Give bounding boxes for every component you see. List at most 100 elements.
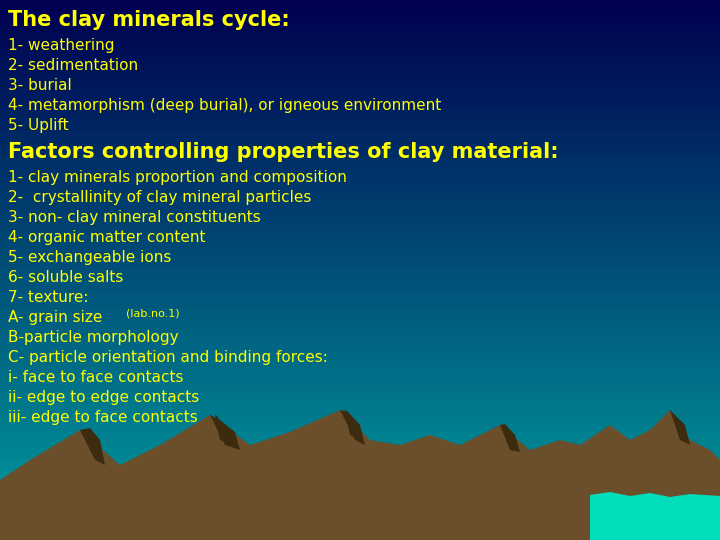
Bar	[0, 194, 720, 200]
Polygon shape	[210, 415, 240, 450]
Text: iii- edge to face contacts: iii- edge to face contacts	[8, 410, 198, 425]
Bar	[0, 319, 720, 324]
Bar	[0, 173, 720, 178]
Bar	[0, 437, 720, 443]
Bar	[0, 340, 720, 346]
Text: 4- organic matter content: 4- organic matter content	[8, 230, 205, 245]
Bar	[0, 86, 720, 92]
Bar	[0, 275, 720, 281]
Polygon shape	[0, 480, 590, 540]
Bar	[0, 324, 720, 329]
Bar	[0, 167, 720, 173]
Text: The clay minerals cycle:: The clay minerals cycle:	[8, 10, 289, 30]
Bar	[0, 448, 720, 454]
Bar	[0, 38, 720, 43]
Bar	[0, 405, 720, 410]
Bar	[0, 491, 720, 497]
Bar	[0, 259, 720, 265]
Bar	[0, 113, 720, 119]
Bar	[0, 351, 720, 356]
Polygon shape	[340, 410, 365, 445]
Bar	[0, 205, 720, 211]
Polygon shape	[345, 410, 354, 437]
Bar	[0, 513, 720, 518]
Polygon shape	[0, 410, 720, 540]
Bar	[0, 443, 720, 448]
Bar	[0, 178, 720, 184]
Text: 5- exchangeable ions: 5- exchangeable ions	[8, 250, 171, 265]
Text: 3- burial: 3- burial	[8, 78, 72, 93]
Text: Factors controlling properties of clay material:: Factors controlling properties of clay m…	[8, 142, 559, 162]
Bar	[0, 373, 720, 378]
Bar	[0, 124, 720, 130]
Text: B-particle morphology: B-particle morphology	[8, 330, 179, 345]
Bar	[0, 59, 720, 65]
Bar	[0, 302, 720, 308]
Bar	[0, 32, 720, 38]
Text: A- grain size: A- grain size	[8, 310, 107, 325]
Bar	[0, 135, 720, 140]
Bar	[0, 286, 720, 292]
Bar	[0, 151, 720, 157]
Bar	[0, 524, 720, 529]
Bar	[0, 248, 720, 254]
Bar	[0, 243, 720, 248]
Bar	[0, 221, 720, 227]
Bar	[0, 5, 720, 11]
Bar	[0, 481, 720, 486]
Bar	[0, 335, 720, 340]
Bar	[0, 211, 720, 216]
Bar	[0, 130, 720, 135]
Text: ii- edge to edge contacts: ii- edge to edge contacts	[8, 390, 199, 405]
Bar	[0, 119, 720, 124]
Bar	[0, 394, 720, 400]
Bar	[0, 227, 720, 232]
Bar	[0, 421, 720, 427]
Bar	[0, 308, 720, 313]
Bar	[0, 432, 720, 437]
Bar	[0, 416, 720, 421]
Bar	[0, 475, 720, 481]
Bar	[0, 184, 720, 189]
Bar	[0, 97, 720, 103]
Polygon shape	[500, 424, 520, 452]
Text: 1- clay minerals proportion and composition: 1- clay minerals proportion and composit…	[8, 170, 347, 185]
Bar	[0, 146, 720, 151]
Bar	[0, 297, 720, 302]
Bar	[0, 27, 720, 32]
Bar	[0, 92, 720, 97]
Bar	[0, 270, 720, 275]
Bar	[0, 265, 720, 270]
Text: 2- sedimentation: 2- sedimentation	[8, 58, 138, 73]
Bar	[0, 378, 720, 383]
Bar	[0, 329, 720, 335]
Bar	[0, 232, 720, 238]
Bar	[0, 22, 720, 27]
Polygon shape	[215, 415, 225, 442]
Bar	[0, 49, 720, 54]
Bar	[0, 454, 720, 459]
Bar	[0, 254, 720, 259]
Bar	[0, 76, 720, 81]
Bar	[0, 216, 720, 221]
Bar	[0, 410, 720, 416]
Bar	[0, 497, 720, 502]
Polygon shape	[590, 492, 720, 540]
Bar	[0, 427, 720, 432]
Bar	[0, 400, 720, 405]
Bar	[0, 281, 720, 286]
Bar	[0, 535, 720, 540]
Text: C- particle orientation and binding forces:: C- particle orientation and binding forc…	[8, 350, 328, 365]
Text: 7- texture:: 7- texture:	[8, 290, 89, 305]
Bar	[0, 486, 720, 491]
Bar	[0, 313, 720, 319]
Bar	[0, 238, 720, 243]
Bar	[0, 162, 720, 167]
Bar	[0, 81, 720, 86]
Bar	[0, 362, 720, 367]
Text: i- face to face contacts: i- face to face contacts	[8, 370, 184, 385]
Text: 5- Uplift: 5- Uplift	[8, 118, 68, 133]
Bar	[0, 140, 720, 146]
Bar	[0, 367, 720, 373]
Polygon shape	[80, 428, 105, 465]
